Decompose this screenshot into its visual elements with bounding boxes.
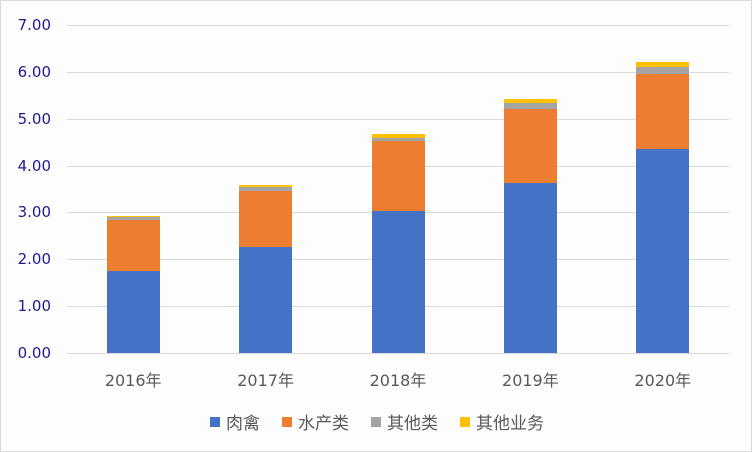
legend: 肉禽 水产类 其他类 其他业务 [1, 409, 752, 434]
bar-segment [106, 219, 160, 271]
bar-2020年 [636, 62, 690, 353]
bar-segment [106, 217, 160, 220]
y-tick-label: 2.00 [17, 250, 51, 269]
y-tick-label: 1.00 [17, 297, 51, 316]
legend-item[interactable]: 其他类 [371, 409, 438, 434]
bar-segment [106, 216, 160, 218]
gridline [67, 71, 729, 73]
legend-label: 其他业务 [476, 414, 544, 434]
x-tick-label: 2018年 [369, 371, 427, 390]
legend-item[interactable]: 其他业务 [460, 409, 544, 434]
legend-swatch-icon [210, 416, 220, 427]
plot-area [67, 25, 729, 354]
x-tick-label: 2017年 [237, 371, 294, 390]
legend-item[interactable]: 肉禽 [210, 409, 260, 434]
bar-2019年 [503, 99, 557, 353]
bar-segment [239, 190, 293, 248]
x-tick-label: 2016年 [104, 371, 162, 390]
y-tick-label: 5.00 [17, 109, 51, 128]
legend-label: 水产类 [298, 414, 349, 434]
bar-segment [371, 141, 425, 212]
bar-segment [371, 137, 425, 142]
bar-segment [106, 271, 160, 353]
bar-segment [371, 211, 425, 353]
legend-swatch-icon [282, 416, 292, 427]
gridline [67, 118, 729, 120]
bar-segment [636, 74, 690, 150]
legend-swatch-icon [460, 416, 470, 427]
legend-item[interactable]: 水产类 [282, 409, 349, 434]
bar-2017年 [239, 185, 293, 353]
bar-segment [239, 247, 293, 353]
bar-segment [503, 108, 557, 183]
bar-2016年 [106, 216, 160, 353]
bar-segment [503, 102, 557, 109]
bar-segment [503, 182, 557, 353]
legend-label: 肉禽 [226, 414, 260, 434]
bar-segment [636, 62, 690, 68]
bar-segment [371, 134, 425, 138]
legend-swatch-icon [371, 416, 381, 427]
x-tick-label: 2019年 [502, 371, 559, 390]
bar-segment [239, 185, 293, 188]
y-tick-label: 7.00 [17, 16, 51, 34]
bar-2018年 [371, 134, 425, 353]
y-tick-label: 4.00 [17, 156, 51, 175]
bar-segment [239, 187, 293, 191]
gridline [67, 25, 729, 26]
bar-segment [636, 149, 690, 353]
bar-segment [636, 67, 690, 75]
x-tick-label: 2020年 [634, 371, 692, 390]
y-tick-label: 3.00 [17, 203, 51, 222]
legend-label: 其他类 [387, 414, 438, 434]
y-tick-label: 6.00 [17, 62, 51, 81]
gridline [67, 353, 729, 354]
y-tick-label: 0.00 [17, 344, 51, 362]
bar-segment [503, 99, 557, 103]
